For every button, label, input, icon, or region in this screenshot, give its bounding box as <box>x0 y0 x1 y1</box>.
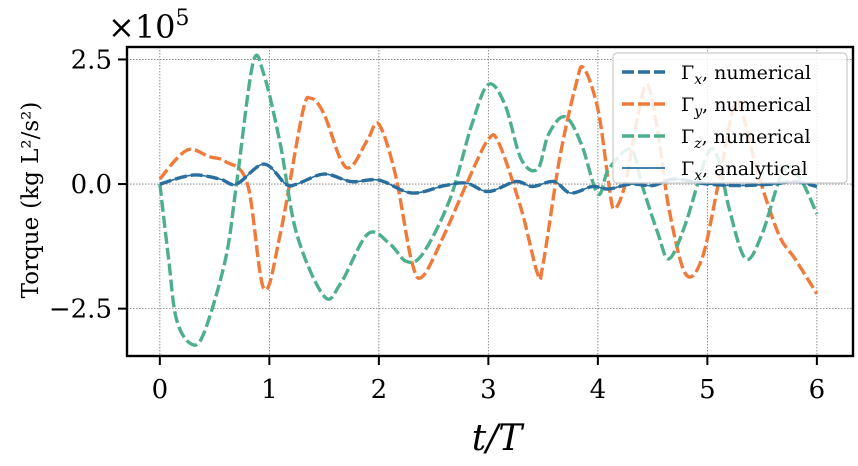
x-axis-label: t/T <box>472 418 526 459</box>
x-axis-ticks: 0 1 2 3 4 5 6 <box>152 356 826 405</box>
x-tick-label: 2 <box>371 375 388 405</box>
x-tick-label: 0 <box>152 375 169 405</box>
x-tick-label: 5 <box>699 375 716 405</box>
legend-box <box>612 52 848 184</box>
x-tick-label: 3 <box>480 375 497 405</box>
legend-label-2: Γz, numerical <box>681 126 811 152</box>
x-tick-label: 6 <box>809 375 826 405</box>
series-line-1 <box>158 64 819 295</box>
legend-label-3: Γx, analytical <box>681 158 808 184</box>
y-axis-ticks: −2.5 0.0 2.5 <box>49 45 127 325</box>
legend-label-0: Γx, numerical <box>681 62 811 88</box>
legend-label-1: Γy, numerical <box>681 94 811 120</box>
legend: Γx, numerical Γy, numerical Γz, numerical Γ… <box>612 52 848 184</box>
axis-multiplier: ×105 <box>108 6 190 46</box>
x-tick-label: 1 <box>261 375 278 405</box>
x-tick-label: 4 <box>590 375 607 405</box>
plot-frame <box>125 45 855 358</box>
y-tick-label: 0.0 <box>71 170 112 200</box>
y-tick-label: −2.5 <box>49 295 112 325</box>
y-tick-label: 2.5 <box>71 45 112 75</box>
y-axis-label: Torque(kg L²/s²) <box>18 102 44 299</box>
